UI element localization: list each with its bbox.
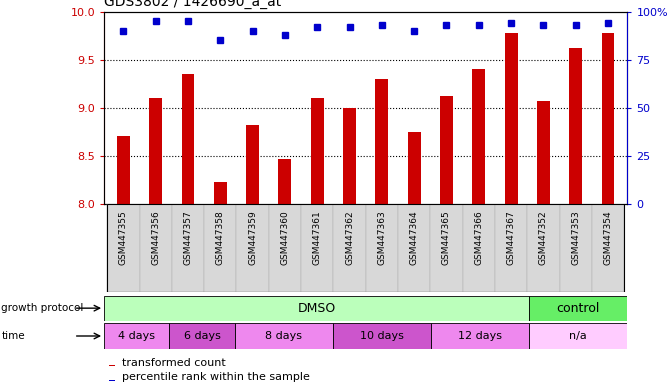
Text: GSM447363: GSM447363 bbox=[377, 210, 386, 265]
Bar bbox=[278, 159, 291, 204]
Text: 12 days: 12 days bbox=[458, 331, 502, 341]
Text: GSM447366: GSM447366 bbox=[474, 210, 483, 265]
Bar bbox=[104, 323, 169, 349]
Bar bbox=[560, 204, 592, 292]
Bar bbox=[182, 74, 195, 204]
Bar bbox=[440, 96, 453, 204]
Bar bbox=[431, 323, 529, 349]
Bar bbox=[235, 323, 333, 349]
Bar bbox=[569, 48, 582, 204]
Text: transformed count: transformed count bbox=[123, 358, 226, 368]
Bar bbox=[104, 296, 529, 321]
Bar bbox=[269, 204, 301, 292]
Text: GSM447361: GSM447361 bbox=[313, 210, 321, 265]
Bar bbox=[430, 204, 462, 292]
Bar bbox=[592, 204, 624, 292]
Bar bbox=[149, 98, 162, 204]
Bar bbox=[246, 125, 259, 204]
Bar bbox=[398, 204, 430, 292]
Bar bbox=[527, 204, 560, 292]
Text: GSM447364: GSM447364 bbox=[410, 210, 419, 265]
Bar bbox=[236, 204, 269, 292]
Bar bbox=[169, 323, 235, 349]
Text: GDS3802 / 1426690_a_at: GDS3802 / 1426690_a_at bbox=[104, 0, 281, 9]
Text: 8 days: 8 days bbox=[266, 331, 303, 341]
Text: percentile rank within the sample: percentile rank within the sample bbox=[123, 372, 311, 382]
Bar bbox=[107, 204, 140, 292]
Bar bbox=[333, 323, 431, 349]
Bar bbox=[529, 323, 627, 349]
Text: GSM447359: GSM447359 bbox=[248, 210, 257, 265]
Text: GSM447355: GSM447355 bbox=[119, 210, 128, 265]
Text: time: time bbox=[1, 331, 25, 341]
Bar bbox=[472, 69, 485, 204]
Bar bbox=[462, 204, 495, 292]
Bar bbox=[214, 182, 227, 204]
Text: GSM447367: GSM447367 bbox=[507, 210, 515, 265]
Text: growth protocol: growth protocol bbox=[1, 303, 84, 313]
Bar bbox=[117, 136, 130, 204]
Text: 10 days: 10 days bbox=[360, 331, 404, 341]
Text: DMSO: DMSO bbox=[297, 302, 336, 314]
Text: 4 days: 4 days bbox=[118, 331, 155, 341]
Bar bbox=[333, 204, 366, 292]
Text: GSM447354: GSM447354 bbox=[603, 210, 613, 265]
Bar bbox=[301, 204, 333, 292]
Bar bbox=[366, 204, 398, 292]
Text: GSM447352: GSM447352 bbox=[539, 210, 548, 265]
Bar bbox=[172, 204, 204, 292]
Bar bbox=[408, 131, 421, 204]
Text: control: control bbox=[557, 302, 600, 314]
Bar bbox=[537, 101, 550, 204]
Text: GSM447357: GSM447357 bbox=[183, 210, 193, 265]
Text: GSM447360: GSM447360 bbox=[280, 210, 289, 265]
Text: 6 days: 6 days bbox=[184, 331, 221, 341]
Bar bbox=[375, 79, 389, 204]
Text: GSM447362: GSM447362 bbox=[345, 210, 354, 265]
Text: GSM447358: GSM447358 bbox=[216, 210, 225, 265]
Bar bbox=[601, 33, 615, 204]
Text: GSM447353: GSM447353 bbox=[571, 210, 580, 265]
Text: GSM447356: GSM447356 bbox=[151, 210, 160, 265]
Text: GSM447365: GSM447365 bbox=[442, 210, 451, 265]
Bar bbox=[529, 296, 627, 321]
Text: n/a: n/a bbox=[570, 331, 587, 341]
Bar bbox=[505, 33, 517, 204]
Bar bbox=[204, 204, 236, 292]
Bar bbox=[495, 204, 527, 292]
Bar bbox=[343, 108, 356, 204]
Bar bbox=[140, 204, 172, 292]
Bar bbox=[109, 380, 115, 381]
Bar bbox=[311, 98, 323, 204]
